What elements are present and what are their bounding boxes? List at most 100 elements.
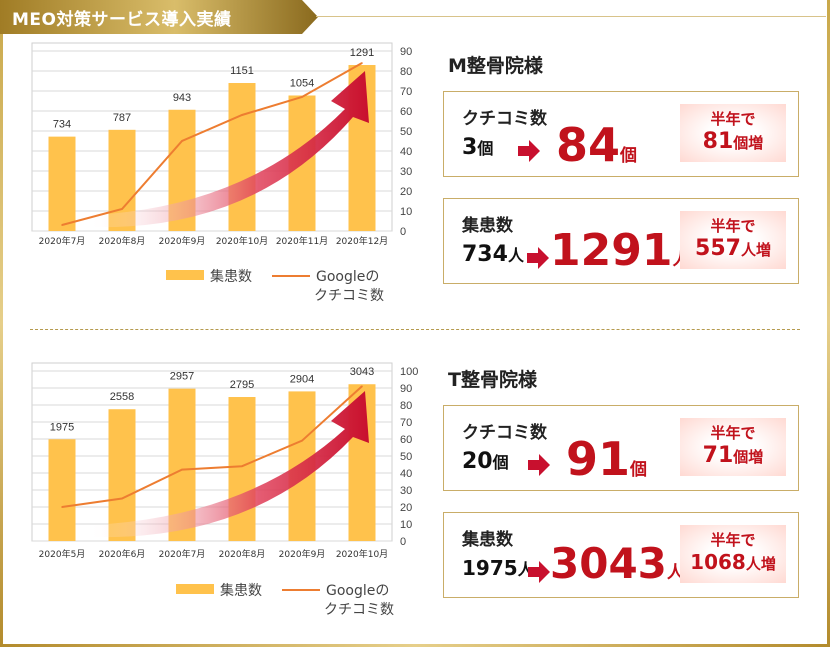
bar-value-label: 2904 xyxy=(290,373,314,385)
y2-tick-label: 10 xyxy=(400,206,412,218)
bar-value-label: 2795 xyxy=(230,379,254,391)
y2-tick-label: 80 xyxy=(400,400,412,412)
y2-tick-label: 10 xyxy=(400,519,412,531)
y2-tick-label: 80 xyxy=(400,66,412,78)
bar xyxy=(48,136,76,231)
y2-tick-label: 100 xyxy=(400,366,418,378)
arrow-right-icon xyxy=(527,247,549,269)
y2-tick-label: 30 xyxy=(400,485,412,497)
y2-tick-label: 50 xyxy=(400,126,412,138)
review-count-line xyxy=(61,385,363,508)
bar-value-label: 1291 xyxy=(350,47,374,59)
y2-tick-label: 70 xyxy=(400,86,412,98)
y2-tick-label: 30 xyxy=(400,166,412,178)
gold-frame-left xyxy=(0,0,3,647)
review-before: 3個 xyxy=(462,135,494,160)
y2-tick-label: 70 xyxy=(400,417,412,429)
badge-value: 557人増 xyxy=(695,236,771,261)
bar-value-label: 2957 xyxy=(170,371,194,383)
legend-line-label-google: Googleの xyxy=(326,583,390,599)
line-point xyxy=(61,224,63,226)
category-label: 2020年7月 xyxy=(39,235,86,247)
line-point xyxy=(61,506,63,508)
y2-tick-label: 90 xyxy=(400,383,412,395)
y2-tick-label: 50 xyxy=(400,451,412,463)
y2-tick-label: 0 xyxy=(400,226,406,238)
title-rule xyxy=(316,16,826,17)
y2-tick-label: 20 xyxy=(400,502,412,514)
gold-frame-bottom xyxy=(0,644,830,647)
line-point xyxy=(181,140,183,142)
chart-t-clinic: 0 10 20 30 40 50 60 70 80 90 100 1975 2020年5月 2558 202… xyxy=(31,362,418,560)
patient-label: 集患数 xyxy=(462,216,513,236)
bar-value-label: 787 xyxy=(113,112,131,124)
legend-line-swatch xyxy=(282,589,320,591)
line-point xyxy=(121,208,123,210)
category-label: 2020年10月 xyxy=(336,548,388,560)
legend-bar-swatch xyxy=(176,584,214,594)
patient-before: 1975人 xyxy=(462,556,534,580)
line-point xyxy=(301,439,303,442)
badge-caption: 半年で xyxy=(710,217,756,235)
category-label: 2020年12月 xyxy=(336,235,388,247)
category-label: 2020年10月 xyxy=(216,235,268,247)
patient-label: 集患数 xyxy=(462,530,513,550)
y2-tick-label: 0 xyxy=(400,536,406,548)
arrow-right-icon xyxy=(528,454,550,476)
review-count-line xyxy=(61,62,363,226)
line-point xyxy=(361,385,363,388)
page-title: MEO対策サービス導入実績 xyxy=(12,10,232,30)
legend-bar-label: 集患数 xyxy=(220,583,262,599)
line-point xyxy=(301,96,303,98)
badge-value: 1068人増 xyxy=(690,550,776,574)
badge-value: 71個増 xyxy=(702,443,764,468)
gold-frame-right xyxy=(827,0,830,647)
y2-tick-label: 90 xyxy=(400,46,412,58)
legend-line-label-reviews: クチコミ数 xyxy=(324,602,394,618)
arrow-right-icon xyxy=(518,140,540,162)
legend-line-label-google: Googleの xyxy=(316,269,380,285)
legend-line-label-reviews: クチコミ数 xyxy=(314,288,384,304)
y2-tick-label: 20 xyxy=(400,186,412,198)
bar-value-label: 734 xyxy=(53,119,71,131)
category-label: 2020年9月 xyxy=(279,548,326,560)
bar xyxy=(48,439,76,541)
line-point xyxy=(241,465,243,468)
patient-after: 3043人 xyxy=(550,539,684,588)
review-result-box: クチコミ数 3個 84個 半年で 81個増 xyxy=(443,91,799,177)
bar-value-label: 3043 xyxy=(350,366,374,378)
title-banner xyxy=(0,0,318,34)
badge-caption: 半年で xyxy=(710,424,756,442)
category-label: 2020年6月 xyxy=(99,548,146,560)
review-label: クチコミ数 xyxy=(462,109,547,129)
patient-increase-badge: 半年で 557人増 xyxy=(680,211,786,269)
growth-arrow xyxy=(92,391,369,538)
review-increase-badge: 半年で 71個増 xyxy=(680,418,786,476)
badge-caption: 半年で xyxy=(710,110,756,128)
category-label: 2020年5月 xyxy=(39,548,86,560)
bar xyxy=(228,83,256,231)
patient-result-box: 集患数 1975人 3043人 半年で 1068人増 xyxy=(443,512,799,598)
line-point xyxy=(121,497,123,500)
patient-result-box: 集患数 734人 1291人 半年で 557人増 xyxy=(443,198,799,284)
bar-value-label: 1975 xyxy=(50,421,74,433)
category-label: 2020年11月 xyxy=(276,235,328,247)
line-point xyxy=(241,114,243,116)
bar-value-label: 1054 xyxy=(290,77,314,89)
review-increase-badge: 半年で 81個増 xyxy=(680,104,786,162)
clinic-name: T整骨院様 xyxy=(448,369,537,391)
patient-increase-badge: 半年で 1068人増 xyxy=(680,525,786,583)
legend-line-swatch xyxy=(272,275,310,277)
patient-before: 734人 xyxy=(462,242,524,267)
category-label: 2020年7月 xyxy=(159,548,206,560)
review-result-box: クチコミ数 20個 91個 半年で 71個増 xyxy=(443,405,799,491)
category-label: 2020年8月 xyxy=(219,548,266,560)
growth-arrow xyxy=(92,71,369,228)
y2-tick-label: 40 xyxy=(400,468,412,480)
line-point xyxy=(361,62,363,64)
badge-caption: 半年で xyxy=(710,531,756,549)
section-divider xyxy=(30,329,800,330)
y2-tick-label: 40 xyxy=(400,146,412,158)
legend-bar-label: 集患数 xyxy=(210,269,252,285)
review-after: 84個 xyxy=(556,118,638,172)
